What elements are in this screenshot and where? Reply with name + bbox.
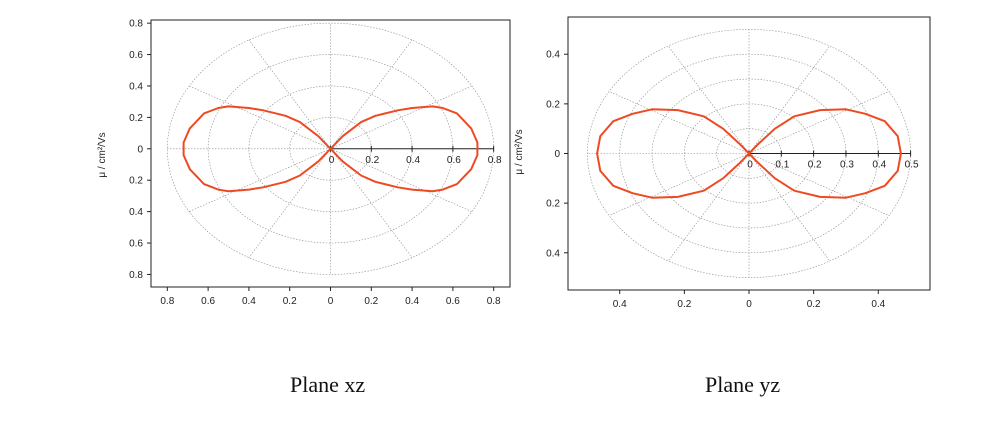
- x-tick-label: 0.4: [405, 296, 419, 307]
- y-tick-label: 0.8: [129, 19, 143, 30]
- grid-spoke: [248, 148, 331, 258]
- x-tick-label: 0.2: [364, 296, 378, 307]
- x-tick-label: 0.2: [677, 299, 691, 310]
- y-tick-label: 0: [137, 144, 143, 155]
- y-tick-label: 0.2: [546, 99, 560, 110]
- y-tick-label: 0.2: [129, 113, 143, 124]
- radial-tick-label: 0.1: [775, 160, 789, 171]
- y-tick-label: 0.4: [546, 248, 560, 259]
- grid-spoke: [748, 45, 831, 154]
- radial-tick-label: 0.3: [840, 160, 854, 171]
- x-tick-label: 0.8: [487, 296, 501, 307]
- caption-plane-yz: Plane yz: [705, 372, 781, 397]
- radial-tick-label: 0.5: [905, 160, 919, 171]
- chart-plane-yz: 0 0.1 0.2 0.3 0.4 0.5 0.4 0.2 0 0.2 0.4 0.4 0.2 0 0.2 0…: [514, 16, 931, 310]
- y-tick-label: 0.6: [129, 239, 143, 250]
- y-axis-label: μ / cm²/Vs: [514, 129, 525, 174]
- x-tick-label: 0.4: [242, 296, 256, 307]
- y-tick-label: 0.8: [129, 270, 143, 281]
- x-tick-label: 0: [746, 299, 752, 310]
- y-tick-label: 0.2: [129, 176, 143, 187]
- x-tick-label: 0.6: [446, 296, 460, 307]
- x-tick-label: 0.4: [613, 299, 627, 310]
- grid-spoke: [608, 153, 750, 216]
- grid-spoke: [667, 153, 750, 262]
- x-tick-label: 0.4: [871, 299, 885, 310]
- x-tick-label: 0.2: [807, 299, 821, 310]
- x-tick-label: 0.2: [283, 296, 297, 307]
- grid-spoke: [748, 153, 831, 262]
- x-tick-label: 0: [328, 296, 334, 307]
- y-tick-label: 0.4: [546, 50, 560, 61]
- grid-spoke: [248, 39, 331, 149]
- y-tick-label: 0.4: [129, 81, 143, 92]
- plot-frame: [150, 19, 511, 288]
- radial-tick-label: 0.2: [365, 155, 379, 166]
- radial-tick-label: 0.2: [808, 160, 822, 171]
- grid-spoke: [667, 45, 750, 154]
- radial-tick-label: 0.6: [447, 155, 461, 166]
- y-tick-label: 0.6: [129, 50, 143, 61]
- grid-spoke: [330, 39, 413, 149]
- mobility-curve: [182, 105, 479, 193]
- grid-spoke: [748, 91, 890, 154]
- y-tick-label: 0.4: [129, 207, 143, 218]
- radial-tick-label: 0.4: [406, 155, 420, 166]
- radial-tick-label: 0: [329, 155, 335, 166]
- grid-spoke: [608, 91, 750, 154]
- x-tick-label: 0.6: [201, 296, 215, 307]
- mobility-curve: [596, 108, 902, 199]
- radial-tick-label: 0.4: [872, 160, 886, 171]
- radial-tick-label: 0.8: [488, 155, 502, 166]
- y-tick-label: 0: [554, 149, 560, 160]
- y-tick-label: 0.2: [546, 199, 560, 210]
- x-tick-label: 0.8: [160, 296, 174, 307]
- radial-tick-label: 0: [747, 160, 753, 171]
- grid-spoke: [189, 148, 331, 212]
- caption-plane-xz: Plane xz: [290, 372, 366, 397]
- y-axis-label: μ / cm²/Vs: [97, 132, 108, 177]
- chart-plane-xz: 0 0.2 0.4 0.6 0.8 0.8 0.6 0.4 0.2 0 0.2 0.4 0.6 0.8 0.…: [97, 19, 511, 307]
